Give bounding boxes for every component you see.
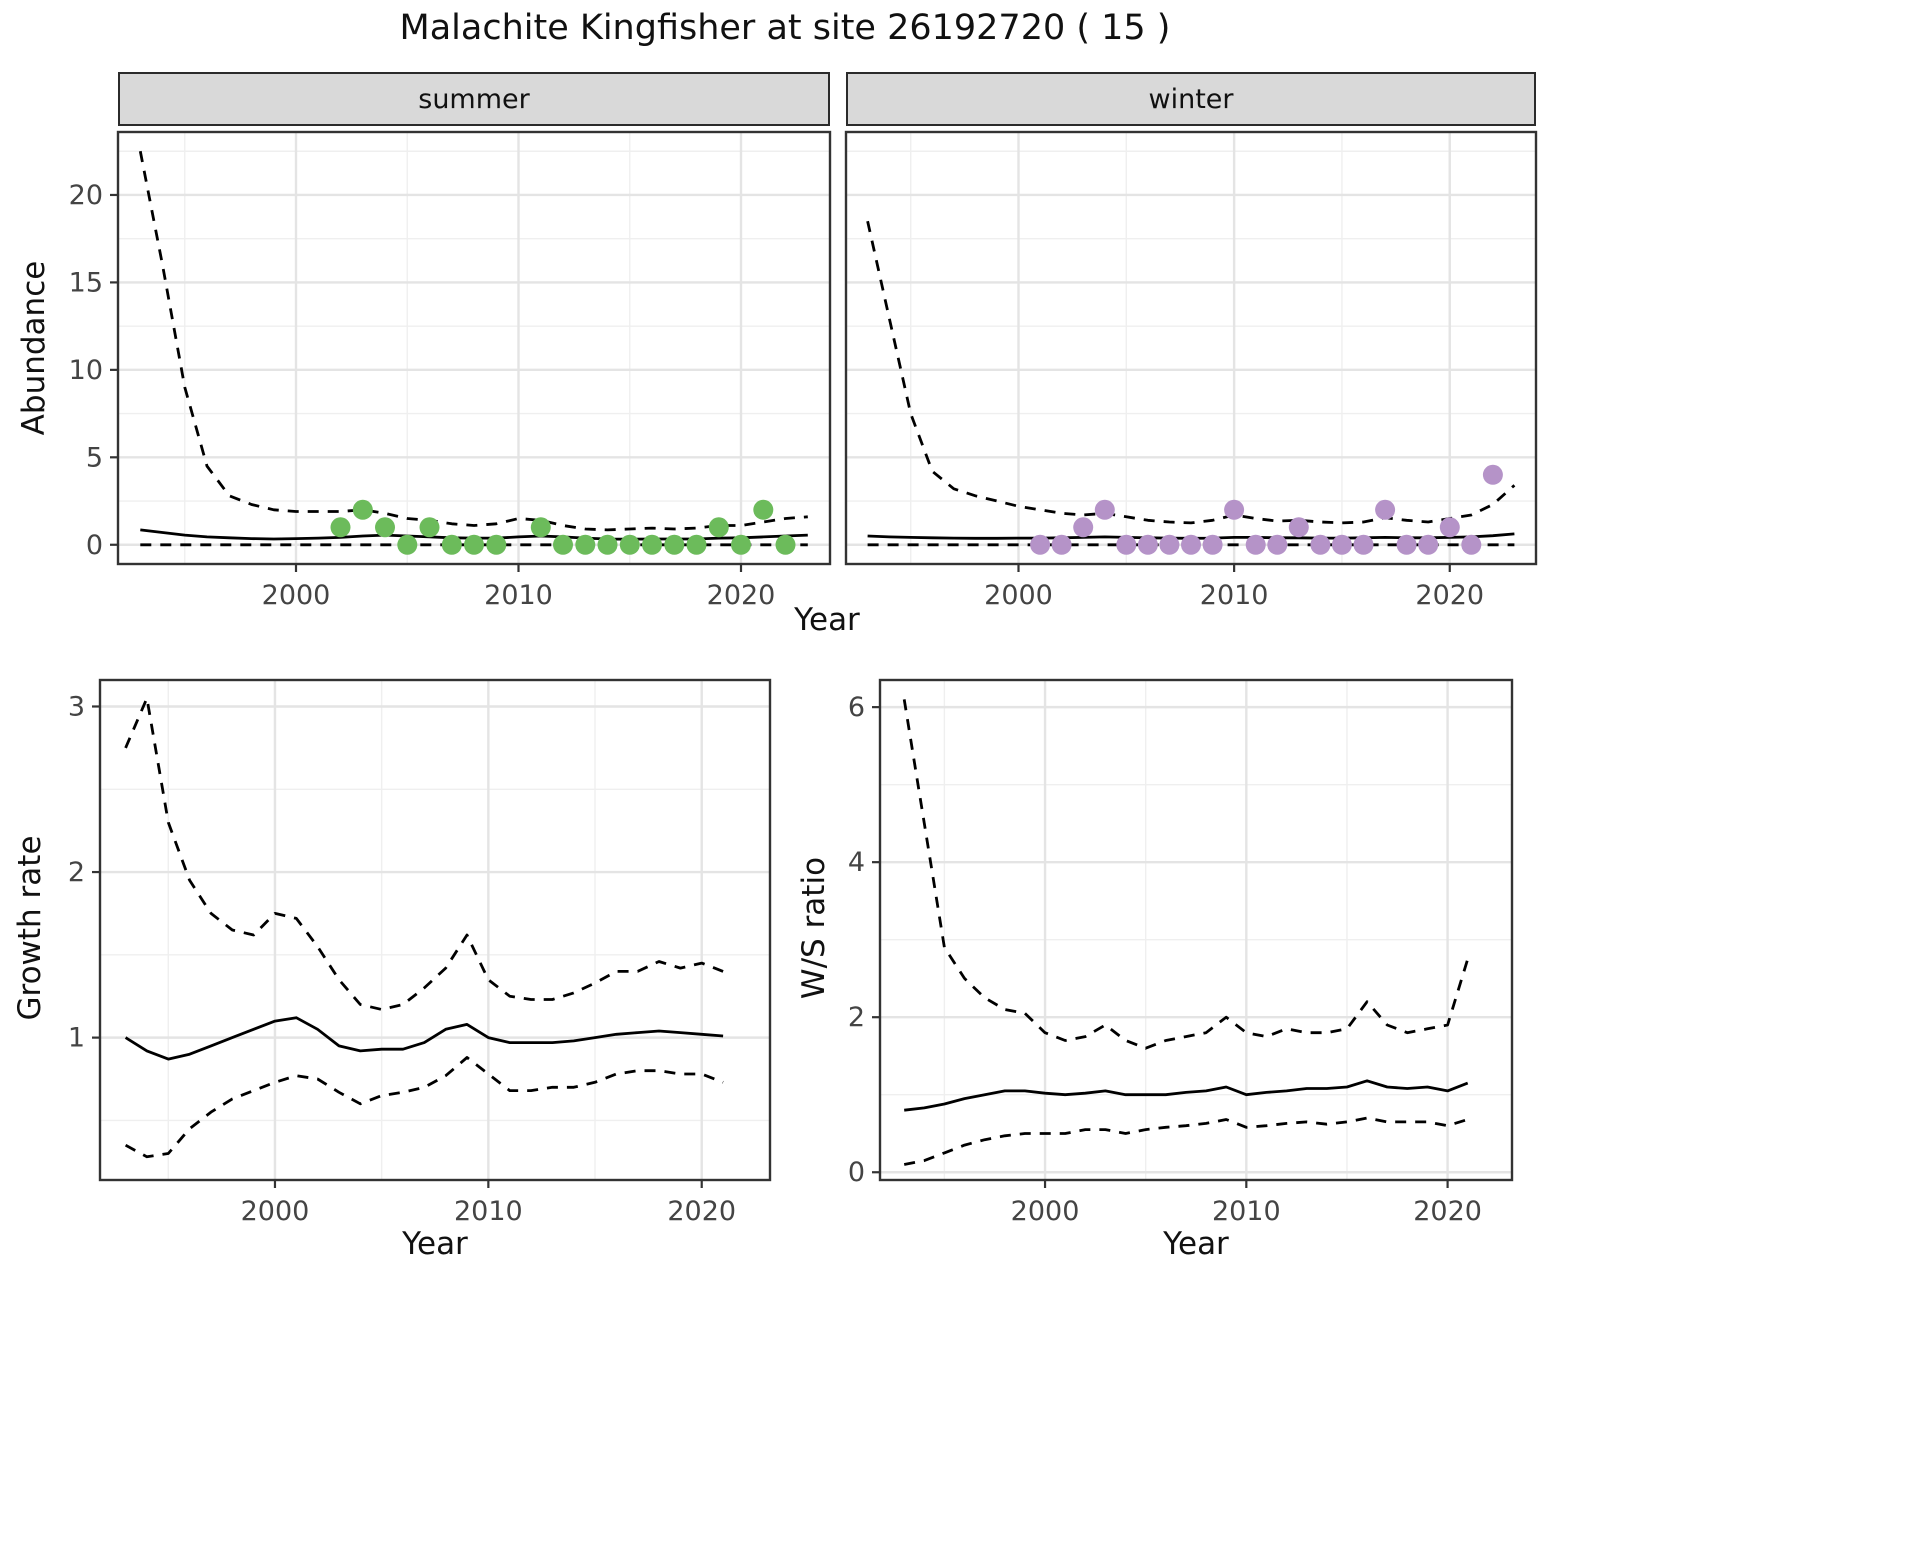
svg-text:2010: 2010 xyxy=(454,1196,523,1227)
abundance-winter-panel: 2000 2010 2020 xyxy=(840,128,1546,628)
svg-text:2020: 2020 xyxy=(707,580,776,611)
svg-text:6: 6 xyxy=(848,692,865,723)
x-axis-title-year-ws: Year xyxy=(1163,1226,1229,1262)
x-axis-title-year-top: Year xyxy=(794,602,860,638)
svg-text:3: 3 xyxy=(68,691,85,722)
svg-text:2000: 2000 xyxy=(1011,1196,1080,1227)
svg-text:1: 1 xyxy=(68,1023,85,1054)
svg-text:2010: 2010 xyxy=(1212,1196,1281,1227)
svg-text:0: 0 xyxy=(848,1157,865,1188)
svg-text:2: 2 xyxy=(848,1002,865,1033)
svg-text:15: 15 xyxy=(69,267,103,298)
facet-strip-label-winter: winter xyxy=(1148,83,1234,115)
growth-rate-panel: 2000 2010 2020 1 2 3 xyxy=(40,676,800,1246)
svg-text:2020: 2020 xyxy=(667,1196,736,1227)
svg-text:2020: 2020 xyxy=(1413,1196,1482,1227)
svg-text:2: 2 xyxy=(68,857,85,888)
svg-text:5: 5 xyxy=(86,442,103,473)
svg-text:10: 10 xyxy=(69,355,103,386)
svg-text:4: 4 xyxy=(848,847,865,878)
svg-text:20: 20 xyxy=(69,180,103,211)
svg-text:2000: 2000 xyxy=(241,1196,310,1227)
svg-text:2020: 2020 xyxy=(1415,580,1484,611)
svg-text:0: 0 xyxy=(86,530,103,561)
y-axis-title-abundance: Abundance xyxy=(16,260,52,436)
abundance-summer-panel: 2000 2010 2020 0 5 10 15 20 xyxy=(60,128,840,628)
facet-strip-summer: summer xyxy=(118,72,830,126)
facet-strip-label-summer: summer xyxy=(418,83,530,115)
svg-text:2000: 2000 xyxy=(262,580,331,611)
svg-text:2010: 2010 xyxy=(1200,580,1269,611)
svg-text:2010: 2010 xyxy=(484,580,553,611)
facet-strip-winter: winter xyxy=(846,72,1536,126)
ws-ratio-panel: 2000 2010 2020 0 2 4 6 xyxy=(820,676,1560,1246)
x-axis-title-year-growth: Year xyxy=(402,1226,468,1262)
chart-title: Malachite Kingfisher at site 26192720 ( … xyxy=(399,8,1171,48)
svg-text:2000: 2000 xyxy=(984,580,1053,611)
